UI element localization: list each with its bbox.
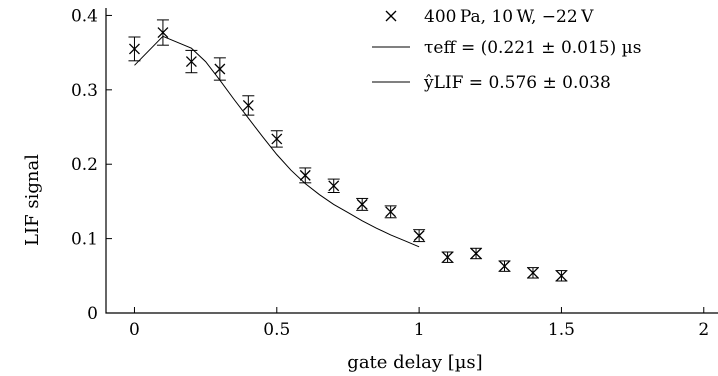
fit-line	[134, 35, 420, 248]
data-point	[384, 205, 397, 219]
x-marker-stroke	[185, 56, 197, 68]
data-point	[185, 49, 198, 74]
x-marker-stroke	[413, 230, 425, 242]
x-marker-stroke	[157, 27, 169, 39]
legend-marker-x	[385, 10, 397, 22]
data-point	[526, 267, 539, 279]
data-point	[356, 197, 369, 211]
data-point	[441, 251, 454, 263]
legend-label-tau: τeff = (0.221 ± 0.015) µs	[424, 38, 641, 58]
x-marker-stroke	[299, 169, 311, 181]
legend-entry-data: 400 Pa, 10 W, −22 V	[385, 7, 594, 27]
data-point	[327, 178, 340, 193]
legend-entry-yhat: ŷLIF = 0.576 ± 0.038	[372, 73, 611, 93]
x-marker-stroke	[328, 180, 340, 192]
ticks: 0 0.5 1 1.5 2 0 0.1 0.2 0.3 0.4	[71, 6, 709, 340]
data-point	[299, 167, 312, 184]
data-point	[498, 260, 511, 272]
x-marker-stroke	[555, 270, 567, 282]
legend-label-data: 400 Pa, 10 W, −22 V	[424, 7, 594, 27]
legend-entry-tau: τeff = (0.221 ± 0.015) µs	[372, 38, 641, 58]
data-point	[213, 57, 226, 81]
x-marker-stroke	[527, 267, 539, 279]
y-tick-label: 0.2	[71, 155, 98, 175]
x-tick-label: 1.5	[548, 320, 575, 340]
x-tick-label: 0.5	[263, 320, 290, 340]
x-tick-label: 0	[129, 320, 140, 340]
x-marker-stroke	[356, 198, 368, 210]
y-tick-label: 0.3	[71, 81, 98, 101]
y-axis-label: LIF signal	[22, 154, 43, 246]
x-marker-stroke	[242, 99, 254, 111]
x-marker-stroke	[129, 43, 140, 55]
data-point	[470, 247, 483, 260]
fit-line-layer	[134, 35, 420, 248]
y-tick-label: 0	[87, 304, 98, 324]
x-marker-stroke	[271, 133, 283, 145]
x-axis-label: gate delay [µs]	[347, 352, 482, 373]
data-point	[156, 19, 169, 46]
y-tick-label: 0.4	[71, 6, 98, 26]
x-tick-label: 2	[698, 320, 709, 340]
legend: 400 Pa, 10 W, −22 V τeff = (0.221 ± 0.01…	[372, 7, 641, 93]
x-marker-stroke	[214, 63, 226, 75]
x-marker-stroke	[499, 260, 510, 272]
data-point	[242, 95, 255, 116]
y-tick-label: 0.1	[71, 230, 98, 250]
data-point	[413, 229, 426, 243]
legend-x-stroke	[385, 10, 397, 22]
x-marker-stroke	[442, 251, 454, 263]
x-marker-stroke	[470, 248, 482, 259]
x-tick-label: 1	[414, 320, 425, 340]
data-points	[128, 19, 568, 282]
x-marker-stroke	[385, 206, 397, 218]
data-point	[270, 130, 283, 148]
data-point	[128, 36, 141, 62]
data-point	[555, 270, 568, 282]
legend-label-yhat: ŷLIF = 0.576 ± 0.038	[423, 73, 611, 93]
